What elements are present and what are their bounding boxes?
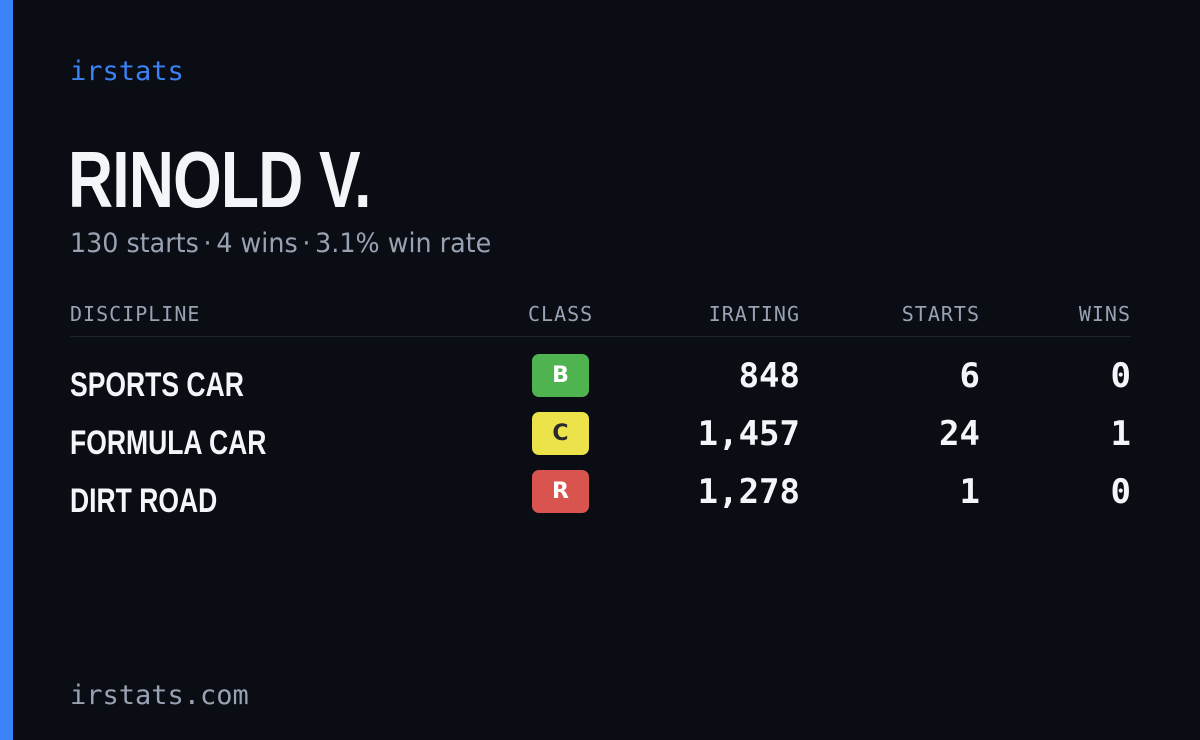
driver-name: RINOLD V.: [68, 135, 372, 224]
win-rate-summary: 3.1% win rate: [315, 228, 492, 259]
irating-value: 1,278: [697, 472, 800, 512]
starts-value: 1: [959, 472, 980, 512]
header-class: CLASS: [528, 302, 594, 326]
footer-domain[interactable]: irstats.com: [70, 680, 249, 711]
table-row: FORMULA CAR C 1,457 24 1: [70, 412, 1131, 470]
class-badge: C: [532, 412, 589, 455]
separator: ·: [302, 228, 311, 259]
discipline-table: DISCIPLINE CLASS IRATING STARTS WINS SPO…: [70, 296, 1131, 528]
table-row: SPORTS CAR B 848 6 0: [70, 354, 1131, 412]
discipline-name: FORMULA CAR: [70, 424, 267, 462]
discipline-name: SPORTS CAR: [70, 366, 244, 404]
table-header: DISCIPLINE CLASS IRATING STARTS WINS: [70, 296, 1131, 337]
starts-value: 6: [959, 356, 980, 396]
wins-value: 0: [1110, 356, 1131, 396]
header-starts: STARTS: [901, 302, 980, 326]
accent-bar: [0, 0, 13, 740]
class-badge: R: [532, 470, 589, 513]
class-badge: B: [532, 354, 589, 397]
wins-summary: 4 wins: [216, 228, 298, 259]
header-irating: IRATING: [708, 302, 800, 326]
discipline-name: DIRT ROAD: [70, 482, 218, 520]
irating-value: 1,457: [697, 414, 800, 454]
table-body: SPORTS CAR B 848 6 0 FORMULA CAR C 1,457…: [70, 337, 1131, 528]
table-row: DIRT ROAD R 1,278 1 0: [70, 470, 1131, 528]
brand-logo-text[interactable]: irstats: [70, 56, 184, 87]
wins-value: 1: [1110, 414, 1131, 454]
starts-value: 24: [939, 414, 980, 454]
starts-summary: 130 starts: [70, 228, 199, 259]
driver-summary: 130 starts · 4 wins · 3.1% win rate: [70, 228, 491, 259]
separator: ·: [203, 228, 212, 259]
wins-value: 0: [1110, 472, 1131, 512]
header-wins: WINS: [1078, 302, 1131, 326]
irating-value: 848: [738, 356, 800, 396]
header-discipline: DISCIPLINE: [70, 302, 201, 326]
